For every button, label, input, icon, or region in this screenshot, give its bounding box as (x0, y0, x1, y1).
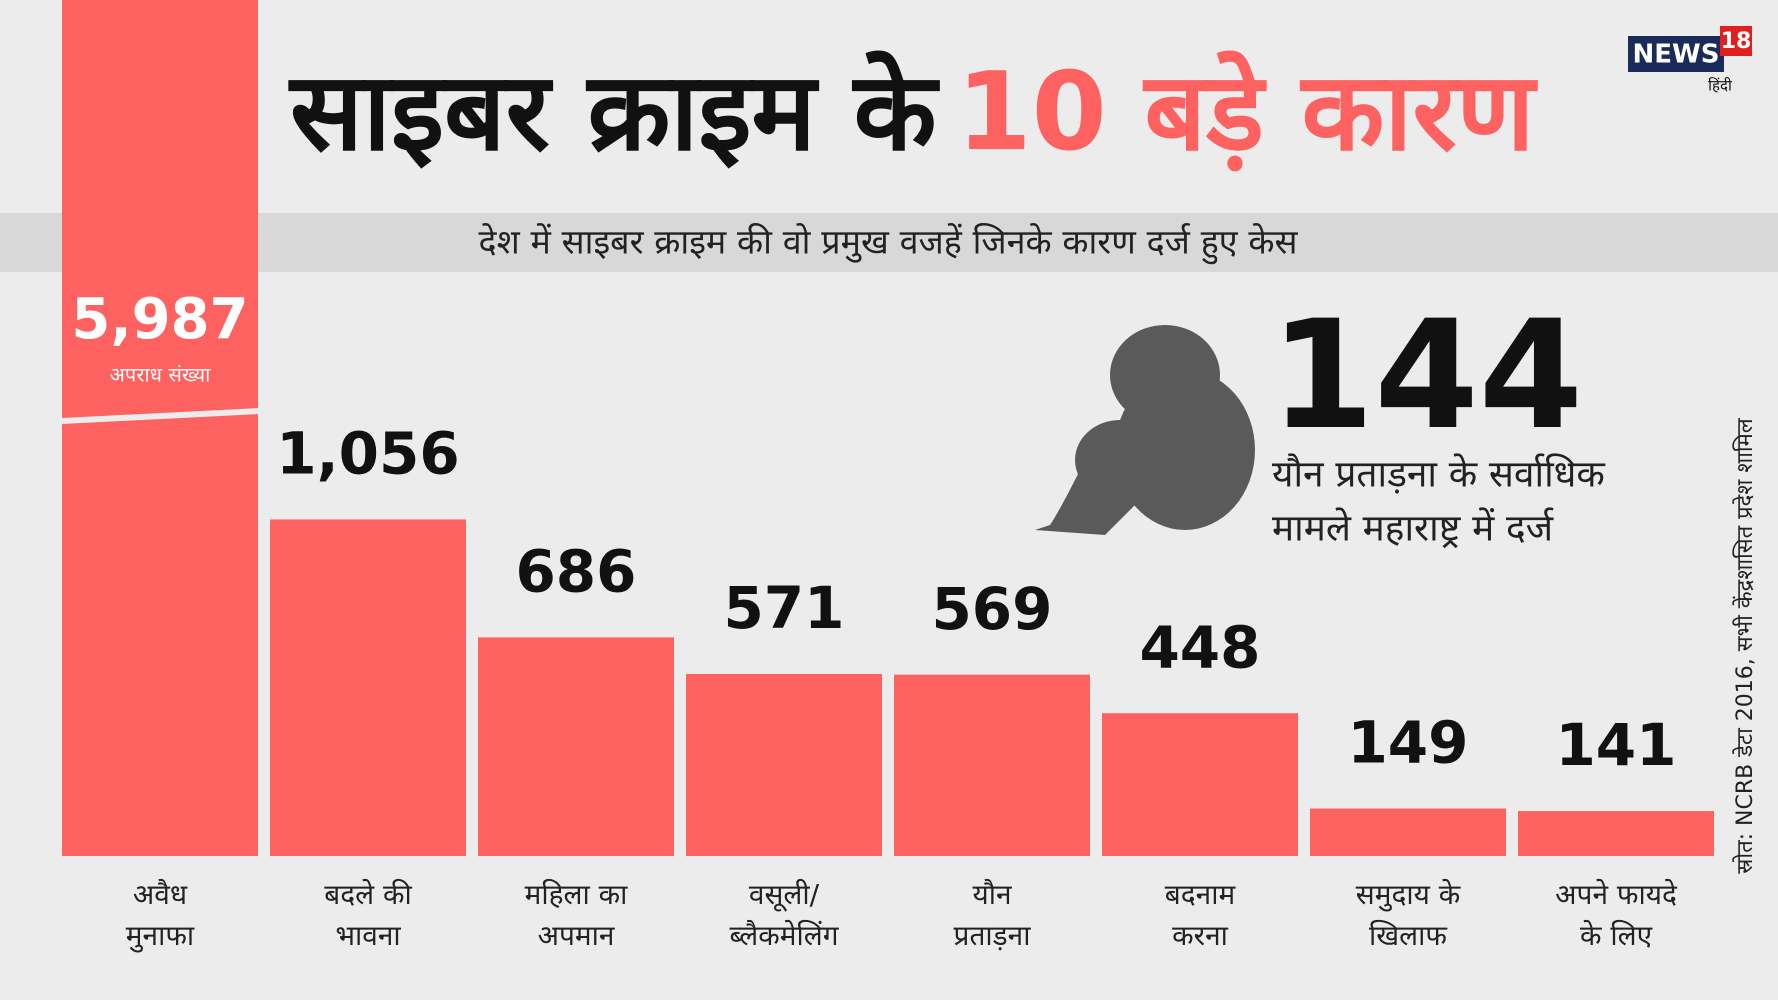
bar (894, 674, 1090, 856)
x-tick-label: अपने फायदे (1555, 878, 1678, 911)
bar-break (62, 408, 259, 424)
value-label: 569 (931, 575, 1052, 643)
value-label: 448 (1139, 613, 1260, 681)
x-tick-label: मुनाफा (126, 919, 195, 953)
title-part: साइबर क्राइम के (288, 50, 941, 175)
logo-box (1628, 36, 1724, 72)
bar (1310, 808, 1506, 856)
x-tick-label: वसूली/ (749, 878, 820, 912)
x-tick-label: बदनाम (1165, 878, 1237, 911)
x-tick-label: महिला का (525, 878, 629, 911)
value-note: अपराध संख्या (110, 363, 211, 387)
logo-number: 18 (1721, 29, 1752, 54)
x-tick-label: बदले की (324, 878, 412, 911)
callout-number: 144 (1270, 289, 1583, 463)
x-tick-label: ब्लैकमेलिंग (730, 919, 840, 952)
bars (62, 0, 1714, 856)
value-label: 1,056 (276, 420, 459, 488)
x-tick-label: समुदाय के (1356, 878, 1461, 912)
title-part: 10 बड़े कारण (957, 50, 1539, 175)
callout-text: मामले महाराष्ट्र में दर्ज (1272, 507, 1554, 550)
x-tick-label: करना (1172, 919, 1228, 952)
x-tick-label: खिलाफ (1369, 919, 1448, 952)
subtitle-band (0, 213, 1778, 272)
bar (1518, 811, 1714, 856)
bar (270, 519, 466, 856)
illustration (1035, 325, 1255, 535)
source: स्रोत: NCRB डेटा 2016, सभी केंद्रशासित प… (1732, 417, 1758, 873)
x-tick-label: अपमान (538, 919, 615, 952)
x-tick-label: प्रताड़ना (954, 919, 1032, 952)
x-tick-label: के लिए (1580, 919, 1653, 952)
bar (478, 637, 674, 856)
x-tick-label: यौन (972, 878, 1011, 911)
logo-number-box (1720, 26, 1752, 56)
callout-text: यौन प्रताड़ना के सर्वाधिक (1272, 453, 1605, 496)
bar (1102, 713, 1298, 856)
value-label: 141 (1555, 711, 1676, 779)
bar (686, 674, 882, 856)
value-label: 5,987 (71, 287, 248, 352)
value-label: 686 (515, 537, 636, 605)
logo-sub: हिंदी (1708, 77, 1733, 95)
bar (62, 0, 258, 856)
x-tick-label: अवैध (133, 878, 188, 911)
subtitle: देश में साइबर क्राइम की वो प्रमुख वजहें … (479, 223, 1299, 265)
value-label: 571 (723, 574, 844, 642)
chart-title: साइबर क्राइम के 10 बड़े कारण (288, 50, 1539, 175)
value-label: 149 (1347, 709, 1468, 777)
logo-name: NEWS (1633, 40, 1720, 70)
logo: NEWS 18 हिंदी (1628, 26, 1752, 95)
x-tick-label: भावना (335, 919, 401, 952)
